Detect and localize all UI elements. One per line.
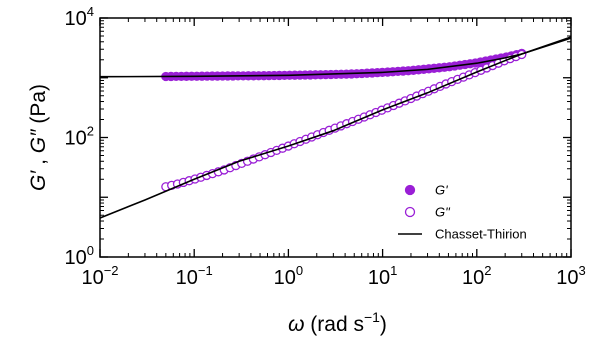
y-tick-label: 102 <box>65 124 94 150</box>
legend-label: Chasset-Thirion <box>435 227 527 242</box>
legend: G' G" Chasset-Thirion <box>398 183 527 242</box>
fit-line-3 <box>99 37 572 78</box>
legend-label: G" <box>435 205 451 220</box>
legend-marker-swatch <box>404 184 416 196</box>
fit-line-2 <box>99 36 572 219</box>
series-layer <box>99 36 572 219</box>
y-axis-label: G′ , G″ (Pa) <box>27 84 50 191</box>
x-tick-label: 102 <box>462 263 491 289</box>
legend-label: G' <box>435 183 448 198</box>
x-tick-label: 100 <box>274 263 303 289</box>
axis-labels: ω (rad s−1) G′ , G″ (Pa) <box>27 84 387 336</box>
axes-layer: 10−2 10−1 100 101 102 103 100 102 104 <box>65 4 586 289</box>
x-tick-label: 10−1 <box>176 263 213 289</box>
x-tick-label: 10−2 <box>81 263 118 289</box>
x-axis-label: ω (rad s−1) <box>288 309 387 336</box>
x-tick-label: 103 <box>556 263 585 289</box>
legend-marker-swatch <box>404 206 416 218</box>
y-tick-label: 100 <box>65 243 94 269</box>
y-tick-label: 104 <box>65 4 94 30</box>
x-tick-label: 101 <box>368 263 397 289</box>
